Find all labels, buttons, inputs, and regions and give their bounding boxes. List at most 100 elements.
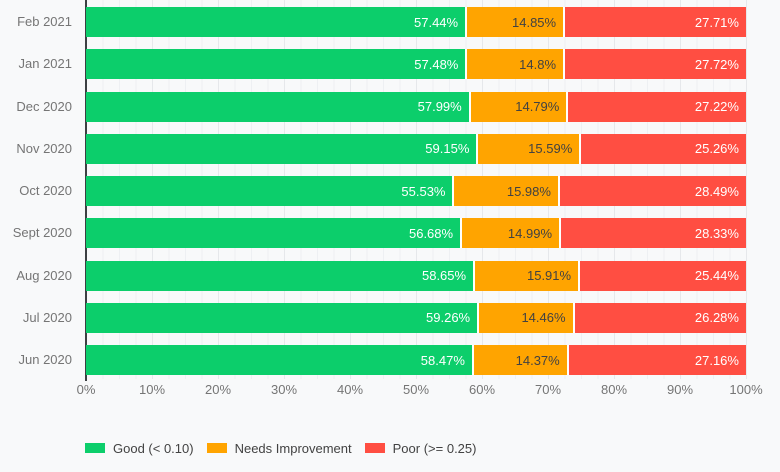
bar-value-label: 15.59% [528, 141, 573, 157]
bar-value-label: 59.26% [426, 310, 471, 326]
chart-row: Jun 2020 58.47% 14.37% 27.16% [0, 345, 780, 375]
legend-label: Poor (>= 0.25) [392, 440, 477, 456]
bar-segment-needs-improvement[interactable]: 14.99% [460, 218, 559, 249]
bar-value-label: 27.16% [694, 352, 739, 368]
bar-track: 58.47% 14.37% 27.16% [86, 345, 746, 375]
bar-value-label: 14.79% [515, 99, 560, 114]
bar-segment-poor[interactable]: 25.26% [579, 133, 746, 164]
x-axis-tick-label: 40% [336, 382, 364, 397]
bar-segment-good[interactable]: 56.68% [86, 218, 461, 249]
bar-segment-needs-improvement[interactable]: 14.46% [477, 302, 573, 333]
bar-segment-poor[interactable]: 28.49% [557, 176, 746, 206]
bar-segment-good[interactable]: 55.53% [86, 176, 453, 206]
bar-track: 58.65% 15.91% 25.44% [86, 260, 746, 291]
x-axis-tick-label: 20% [204, 382, 232, 397]
bar-segment-needs-improvement[interactable]: 14.79% [468, 91, 567, 122]
bar-segment-poor[interactable]: 27.71% [563, 7, 746, 37]
bar-value-label: 27.22% [694, 99, 739, 114]
legend-swatch [364, 443, 385, 453]
bar-track: 59.26% 14.46% 26.28% [86, 302, 746, 333]
bar-value-label: 57.99% [417, 99, 462, 114]
bar-segment-good[interactable]: 57.48% [86, 49, 466, 80]
y-axis-category-label: Aug 2020 [16, 267, 72, 283]
y-axis-category-label: Jun 2020 [18, 352, 73, 367]
bar-segment-needs-improvement[interactable]: 14.37% [471, 345, 567, 375]
bar-value-label: 27.71% [694, 14, 739, 30]
legend-swatch [206, 443, 227, 453]
x-axis-tick-label: 0% [76, 382, 96, 397]
bar-track: 57.48% 14.8% 27.72% [86, 49, 746, 80]
y-axis-category-label: Dec 2020 [16, 98, 72, 114]
bar-value-label: 14.37% [515, 352, 560, 368]
bar-track: 57.44% 14.85% 27.71% [86, 7, 746, 37]
legend-swatch [85, 443, 105, 453]
chart-row: Feb 2021 57.44% 14.85% 27.71% [0, 7, 780, 37]
bar-value-label: 28.49% [694, 183, 739, 199]
chart-rows: Feb 2021 57.44% 14.85% 27.71% Jan 2021 57.48%… [0, 7, 780, 375]
bar-segment-needs-improvement[interactable]: 15.98% [452, 176, 558, 206]
bar-segment-poor[interactable]: 26.28% [572, 302, 746, 333]
bar-value-label: 56.68% [408, 225, 454, 241]
bar-segment-needs-improvement[interactable]: 14.8% [465, 49, 564, 80]
bar-segment-needs-improvement[interactable]: 15.91% [473, 260, 579, 291]
bar-segment-good[interactable]: 58.47% [86, 345, 472, 375]
bar-value-label: 55.53% [401, 183, 446, 199]
bar-value-label: 25.44% [694, 268, 739, 283]
bar-value-label: 27.72% [694, 56, 739, 72]
bar-track: 59.15% 15.59% 25.26% [86, 133, 746, 164]
x-axis-tick-label: 80% [600, 382, 628, 397]
x-axis-tick-label: 100% [729, 382, 763, 397]
bar-segment-good[interactable]: 59.15% [86, 133, 477, 164]
bar-track: 55.53% 15.98% 28.49% [86, 176, 746, 206]
bar-track: 57.99% 14.79% 27.22% [86, 91, 746, 122]
bar-segment-needs-improvement[interactable]: 14.85% [465, 7, 564, 37]
bar-value-label: 15.91% [526, 268, 572, 283]
y-axis-category-label: Oct 2020 [19, 183, 72, 198]
x-axis-tick-label: 70% [534, 382, 562, 397]
bar-value-label: 14.99% [507, 225, 552, 241]
bar-value-label: 28.33% [694, 225, 739, 241]
bar-segment-poor[interactable]: 28.33% [559, 218, 746, 249]
bar-segment-good[interactable]: 58.65% [86, 260, 474, 291]
y-axis-category-label: Sept 2020 [12, 225, 72, 241]
bar-segment-poor[interactable]: 27.16% [566, 345, 746, 375]
bar-value-label: 57.44% [414, 14, 459, 30]
x-axis-tick-label: 90% [666, 382, 694, 397]
bar-value-label: 26.28% [694, 310, 739, 326]
x-axis-tick-label: 30% [270, 382, 298, 397]
y-axis-category-label: Jul 2020 [22, 309, 72, 325]
bar-segment-poor[interactable]: 25.44% [578, 260, 746, 291]
bar-value-label: 14.46% [521, 310, 566, 326]
chart-row: Sept 2020 56.68% 14.99% 28.33% [0, 218, 780, 249]
x-axis-tick-label: 10% [138, 382, 166, 397]
chart-row: Oct 2020 55.53% 15.98% 28.49% [0, 176, 780, 206]
legend: Good (< 0.10) Needs Improvement Poor (>= 0… [85, 440, 489, 456]
bar-value-label: 25.26% [694, 141, 739, 157]
bar-track: 56.68% 14.99% 28.33% [86, 218, 746, 249]
bar-segment-good[interactable]: 57.99% [86, 91, 469, 122]
x-axis-tick-label: 50% [402, 382, 430, 397]
y-axis-category-label: Feb 2021 [17, 14, 72, 29]
chart-row: Jan 2021 57.48% 14.8% 27.72% [0, 49, 780, 80]
bar-value-label: 58.65% [421, 268, 467, 283]
bar-value-label: 14.85% [512, 14, 557, 30]
chart-row: Dec 2020 57.99% 14.79% 27.22% [0, 91, 780, 122]
bar-value-label: 14.8% [519, 56, 557, 72]
chart-row: Aug 2020 58.65% 15.91% 25.44% [0, 260, 780, 291]
bar-segment-good[interactable]: 59.26% [86, 302, 478, 333]
bar-value-label: 58.47% [420, 352, 465, 368]
y-axis-category-label: Nov 2020 [16, 140, 72, 156]
bar-segment-good[interactable]: 57.44% [86, 7, 466, 37]
bar-value-label: 57.48% [414, 56, 459, 72]
bar-value-label: 15.98% [506, 183, 551, 199]
bar-value-label: 59.15% [425, 141, 470, 157]
bar-segment-poor[interactable]: 27.72% [563, 49, 746, 80]
x-axis-tick-label: 60% [468, 382, 496, 397]
legend-label: Needs Improvement [234, 440, 352, 456]
bar-segment-poor[interactable]: 27.22% [566, 91, 746, 122]
y-axis-category-label: Jan 2021 [18, 56, 73, 72]
legend-item: Poor (>= 0.25) [364, 440, 477, 456]
bar-segment-needs-improvement[interactable]: 15.59% [476, 133, 580, 164]
legend-item: Needs Improvement [206, 440, 352, 456]
